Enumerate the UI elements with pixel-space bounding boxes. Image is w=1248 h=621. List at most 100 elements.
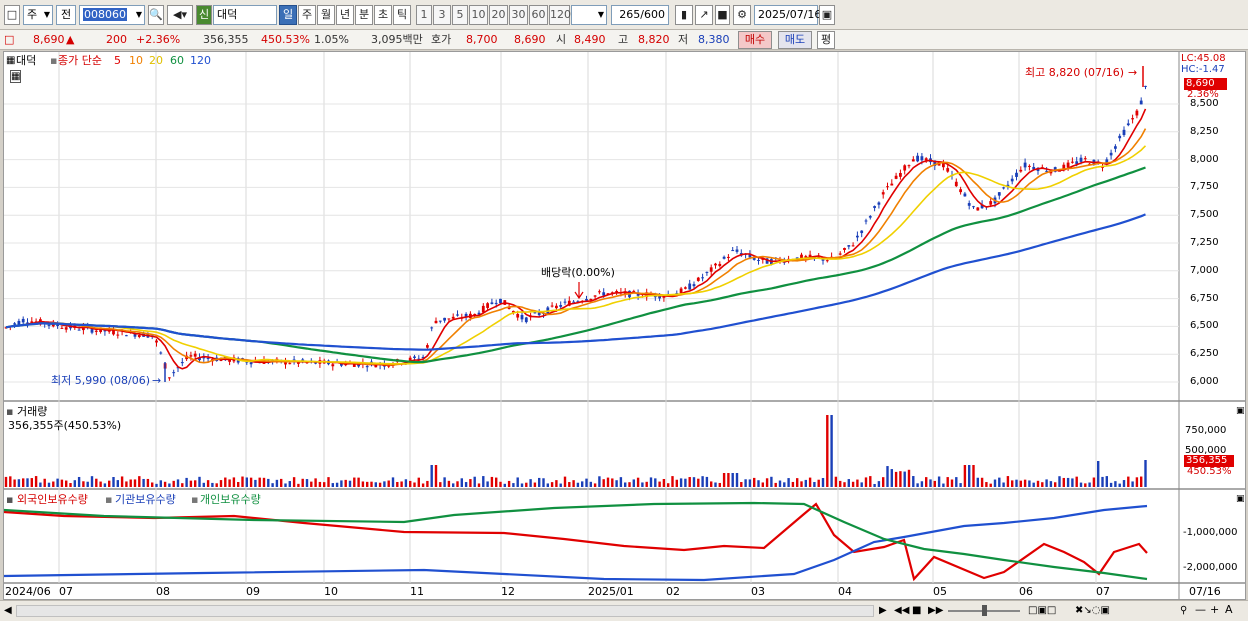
x-axis-label: 07: [59, 585, 73, 599]
volume-bar: [620, 477, 622, 487]
count-input[interactable]: 265/600: [611, 5, 669, 25]
candle-body: [486, 303, 489, 308]
window-icon[interactable]: □: [4, 5, 20, 25]
interval-button-7[interactable]: 120: [549, 5, 570, 25]
zoom-in-icon[interactable]: +: [1210, 603, 1219, 617]
candle-body: [693, 284, 696, 286]
sell-button[interactable]: 매도: [778, 31, 812, 49]
table-toggle-icon[interactable]: ▦: [10, 70, 21, 83]
volume-bar: [302, 479, 304, 487]
candle-body: [1019, 170, 1022, 172]
volume-bar: [611, 478, 613, 487]
volume-bar: [1136, 477, 1138, 487]
volume-bar: [1140, 477, 1142, 487]
volume-bar: [164, 482, 166, 487]
zoom-out-icon[interactable]: —: [1195, 603, 1206, 617]
volume-bar: [1084, 483, 1086, 487]
period-button-3[interactable]: 년: [336, 5, 354, 25]
period-button-0[interactable]: 일: [279, 5, 297, 25]
horizontal-scrollbar[interactable]: [16, 605, 874, 617]
high-label: 고: [618, 33, 628, 47]
date-input[interactable]: 2025/07/16: [754, 5, 818, 25]
interval-button-3[interactable]: 10: [469, 5, 488, 25]
volume-bar: [861, 482, 863, 487]
buy-button[interactable]: 매수: [738, 31, 772, 49]
scroll-left-icon[interactable]: ◀: [4, 604, 12, 618]
candle-body: [968, 203, 971, 206]
ma-line-20: [6, 146, 1146, 364]
scroll-right-icon[interactable]: ▶: [879, 604, 887, 618]
stock-name-field[interactable]: 대덕: [213, 5, 277, 25]
volume-bar: [495, 478, 497, 487]
search-icon[interactable]: 🔍: [148, 5, 164, 25]
volume-bar: [340, 480, 342, 487]
period-button-4[interactable]: 분: [355, 5, 373, 25]
volume-bar: [151, 482, 153, 487]
prev-button[interactable]: 전: [56, 5, 76, 25]
candle-icon[interactable]: ▮: [675, 5, 693, 25]
volume-bar: [1131, 481, 1133, 487]
tools-icon[interactable]: ✖↘◌▣: [1075, 604, 1110, 618]
save-icon[interactable]: ■: [715, 5, 730, 25]
forward-icon[interactable]: ▶▶: [928, 604, 943, 618]
layout-icon[interactable]: □▣□: [1028, 604, 1056, 618]
interval-button-1[interactable]: 3: [433, 5, 451, 25]
candle-body: [942, 163, 945, 167]
zoom-slider-handle[interactable]: [982, 605, 987, 616]
volume-bar: [766, 478, 768, 487]
rewind-icon[interactable]: ◀◀: [894, 604, 909, 618]
interval-button-4[interactable]: 20: [489, 5, 508, 25]
interval-button-5[interactable]: 30: [509, 5, 528, 25]
volume-bar: [959, 483, 961, 487]
chart-area[interactable]: ▦ 대덕 ▪ 종가 단순 5 10 20 60 120 ▦ LC:45.08 H…: [3, 51, 1246, 600]
speaker-icon[interactable]: ◀▾: [167, 5, 193, 25]
volume-bar: [981, 478, 983, 487]
volume-bar: [39, 483, 41, 487]
calendar-icon[interactable]: ▣: [819, 5, 835, 25]
close-icon[interactable]: ▣: [1236, 404, 1245, 418]
close-icon-holdings[interactable]: ▣: [1236, 492, 1245, 506]
stop-icon[interactable]: ■: [912, 604, 921, 618]
interval-button-6[interactable]: 60: [529, 5, 548, 25]
volume-bar: [925, 477, 927, 487]
candle-body: [1071, 162, 1074, 163]
candle-body: [250, 362, 253, 364]
volume-bar: [194, 480, 196, 487]
period-button-2[interactable]: 월: [317, 5, 335, 25]
volume-bar: [452, 483, 454, 487]
volume-bar: [706, 477, 708, 487]
volume-ratio: 450.53%: [261, 33, 310, 47]
candle-body: [976, 208, 979, 211]
candle-body: [366, 366, 369, 367]
stock-code-input[interactable]: 008060 ▼: [79, 5, 145, 25]
volume-bar: [878, 481, 880, 487]
period-button-5[interactable]: 초: [374, 5, 392, 25]
candle-body: [899, 173, 902, 177]
market-select[interactable]: 주 ▼: [23, 5, 53, 25]
volume-bar: [762, 482, 764, 487]
volume-bar: [908, 470, 910, 487]
volume-bar: [26, 478, 28, 487]
font-size-icon[interactable]: A: [1225, 603, 1233, 617]
zoom-icon[interactable]: ⚲: [1180, 604, 1187, 618]
interval-button-2[interactable]: 5: [452, 5, 468, 25]
volume-bar: [1015, 480, 1017, 487]
volume-bar: [61, 480, 63, 487]
volume-bar: [727, 473, 729, 487]
volume-bar: [964, 465, 966, 487]
period-button-1[interactable]: 주: [298, 5, 316, 25]
ma5-legend: 5: [114, 54, 121, 68]
candle-body: [847, 245, 850, 247]
panel-menu-icon[interactable]: ▦: [6, 54, 15, 68]
stock-name-value: 대덕: [217, 8, 237, 21]
volume-bar: [594, 483, 596, 487]
draw-line-icon[interactable]: ↗: [695, 5, 713, 25]
interval-input[interactable]: ▼: [571, 5, 607, 25]
gear-icon[interactable]: ⚙: [733, 5, 751, 25]
period-button-6[interactable]: 틱: [393, 5, 411, 25]
volume-bar: [585, 479, 587, 487]
eval-button[interactable]: 평: [817, 31, 835, 49]
interval-button-0[interactable]: 1: [416, 5, 432, 25]
dividend-marker: [575, 282, 583, 298]
chart-canvas[interactable]: [4, 52, 1245, 599]
